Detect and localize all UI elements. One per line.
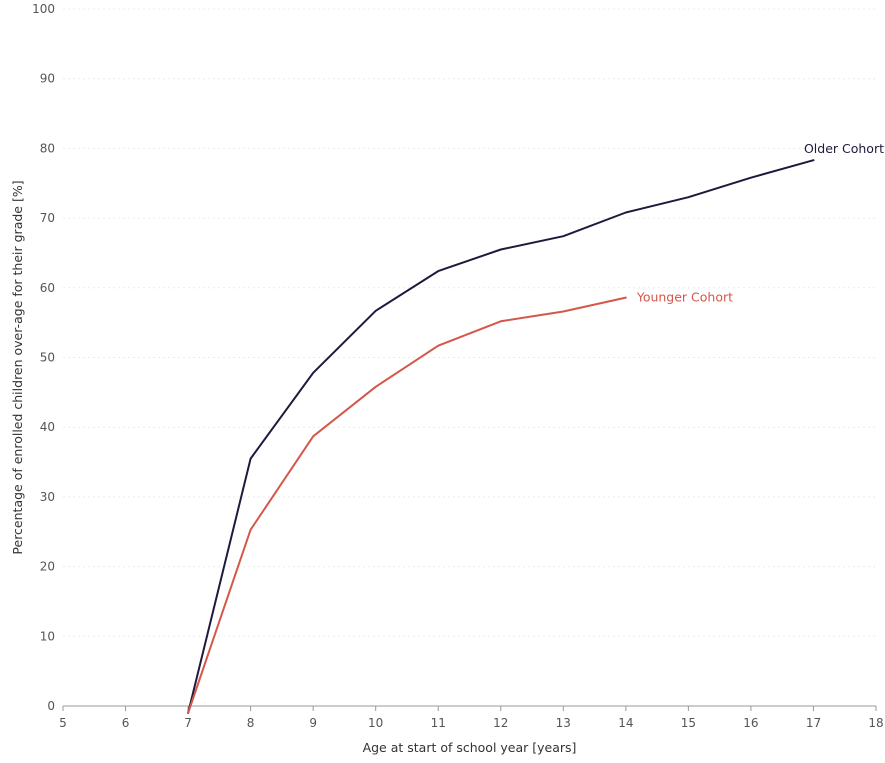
y-axis-title: Percentage of enrolled children over-age… xyxy=(10,180,25,554)
y-tick-label: 0 xyxy=(47,699,55,713)
x-tick-label: 11 xyxy=(431,716,446,730)
x-tick-label: 13 xyxy=(556,716,571,730)
x-tick-label: 6 xyxy=(122,716,130,730)
y-tick-label: 100 xyxy=(32,2,55,16)
x-tick-label: 5 xyxy=(59,716,67,730)
y-tick-label: 10 xyxy=(40,629,55,643)
series-label-0: Older Cohort xyxy=(804,141,884,156)
x-tick-label: 15 xyxy=(681,716,696,730)
x-tick-label: 18 xyxy=(868,716,883,730)
x-tick-label: 14 xyxy=(618,716,633,730)
y-tick-label: 50 xyxy=(40,351,55,365)
x-tick-label: 7 xyxy=(184,716,192,730)
y-tick-label: 60 xyxy=(40,281,55,295)
y-tick-label: 70 xyxy=(40,211,55,225)
x-tick-label: 12 xyxy=(493,716,508,730)
x-tick-label: 8 xyxy=(247,716,255,730)
y-axis: 0 10 20 30 40 50 60 70 80 90 100 xyxy=(32,2,55,713)
series-line-0 xyxy=(187,159,815,714)
series-label-1: Younger Cohort xyxy=(636,290,733,305)
x-tick-label: 9 xyxy=(309,716,317,730)
series-group xyxy=(187,159,815,714)
series-labels: Older Cohort Younger Cohort xyxy=(636,141,884,304)
y-tick-label: 30 xyxy=(40,490,55,504)
gridlines xyxy=(63,8,876,637)
x-tick-label: 10 xyxy=(368,716,383,730)
y-tick-label: 90 xyxy=(40,72,55,86)
x-tick-label: 17 xyxy=(806,716,821,730)
x-tick-label: 16 xyxy=(743,716,758,730)
x-axis: 5 6 7 8 9 10 11 12 13 14 15 16 17 18 xyxy=(59,705,884,730)
x-axis-title: Age at start of school year [years] xyxy=(363,740,577,755)
series-line-1 xyxy=(187,296,627,714)
y-tick-label: 20 xyxy=(40,560,55,574)
y-tick-label: 80 xyxy=(40,141,55,155)
y-tick-label: 40 xyxy=(40,420,55,434)
